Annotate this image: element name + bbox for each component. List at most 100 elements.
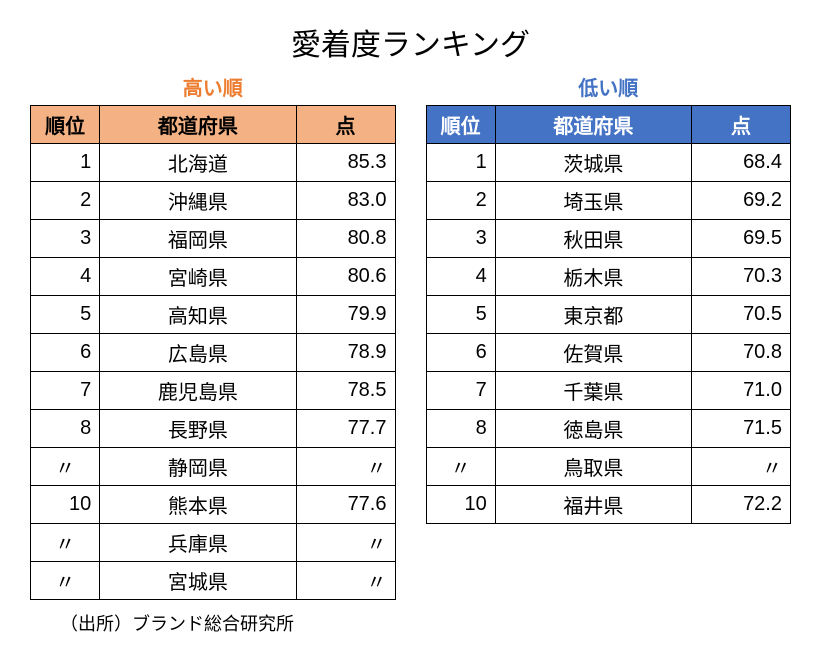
cell-rank: 〃	[31, 562, 100, 600]
table-row: 4栃木県70.3	[426, 258, 791, 296]
cell-pref: 広島県	[100, 334, 296, 372]
cell-pref: 福井県	[495, 486, 691, 524]
cell-score: 70.8	[692, 334, 791, 372]
cell-score: 72.2	[692, 486, 791, 524]
cell-rank: 3	[426, 220, 495, 258]
cell-rank: 5	[31, 296, 100, 334]
cell-pref: 鹿児島県	[100, 372, 296, 410]
col-header-score: 点	[296, 106, 395, 144]
cell-rank: 6	[426, 334, 495, 372]
tables-container: 高い順 順位 都道府県 点 1北海道85.32沖縄県83.03福岡県80.84宮…	[30, 72, 791, 600]
cell-rank: 4	[426, 258, 495, 296]
low-ranking-block: 低い順 順位 都道府県 点 1茨城県68.42埼玉県69.23秋田県69.54栃…	[426, 72, 792, 524]
cell-pref: 熊本県	[100, 486, 296, 524]
cell-rank: 10	[31, 486, 100, 524]
high-ranking-block: 高い順 順位 都道府県 点 1北海道85.32沖縄県83.03福岡県80.84宮…	[30, 72, 396, 600]
cell-score: 〃	[296, 524, 395, 562]
cell-score: 80.8	[296, 220, 395, 258]
cell-pref: 沖縄県	[100, 182, 296, 220]
cell-rank: 〃	[31, 524, 100, 562]
cell-pref: 栃木県	[495, 258, 691, 296]
cell-score: 78.5	[296, 372, 395, 410]
cell-rank: 8	[31, 410, 100, 448]
cell-rank: 2	[31, 182, 100, 220]
cell-score: 70.3	[692, 258, 791, 296]
cell-score: 〃	[296, 448, 395, 486]
cell-score: 70.5	[692, 296, 791, 334]
cell-score: 77.7	[296, 410, 395, 448]
cell-pref: 長野県	[100, 410, 296, 448]
cell-pref: 千葉県	[495, 372, 691, 410]
cell-pref: 静岡県	[100, 448, 296, 486]
table-row: 10熊本県77.6	[31, 486, 396, 524]
cell-rank: 7	[426, 372, 495, 410]
cell-pref: 秋田県	[495, 220, 691, 258]
cell-score: 79.9	[296, 296, 395, 334]
low-subtitle: 低い順	[578, 72, 638, 101]
cell-rank: 1	[31, 144, 100, 182]
cell-pref: 埼玉県	[495, 182, 691, 220]
cell-rank: 3	[31, 220, 100, 258]
table-row: 6広島県78.9	[31, 334, 396, 372]
cell-score: 69.2	[692, 182, 791, 220]
cell-rank: 10	[426, 486, 495, 524]
high-subtitle: 高い順	[183, 72, 243, 101]
page-title: 愛着度ランキング	[30, 20, 791, 64]
table-row: 2沖縄県83.0	[31, 182, 396, 220]
cell-pref: 高知県	[100, 296, 296, 334]
table-row: 7千葉県71.0	[426, 372, 791, 410]
col-header-rank: 順位	[31, 106, 100, 144]
table-row: 4宮崎県80.6	[31, 258, 396, 296]
cell-rank: 4	[31, 258, 100, 296]
table-row: 3秋田県69.5	[426, 220, 791, 258]
table-row: 〃鳥取県〃	[426, 448, 791, 486]
cell-rank: 7	[31, 372, 100, 410]
table-row: 8徳島県71.5	[426, 410, 791, 448]
table-row: 5東京都70.5	[426, 296, 791, 334]
cell-rank: 8	[426, 410, 495, 448]
cell-pref: 茨城県	[495, 144, 691, 182]
table-row: 3福岡県80.8	[31, 220, 396, 258]
col-header-rank: 順位	[426, 106, 495, 144]
cell-rank: 〃	[31, 448, 100, 486]
cell-pref: 宮崎県	[100, 258, 296, 296]
table-header-row: 順位 都道府県 点	[426, 106, 791, 144]
cell-pref: 佐賀県	[495, 334, 691, 372]
cell-pref: 徳島県	[495, 410, 691, 448]
table-row: 〃静岡県〃	[31, 448, 396, 486]
low-ranking-table: 順位 都道府県 点 1茨城県68.42埼玉県69.23秋田県69.54栃木県70…	[426, 105, 792, 524]
cell-score: 78.9	[296, 334, 395, 372]
cell-rank: 1	[426, 144, 495, 182]
table-row: 8長野県77.7	[31, 410, 396, 448]
table-row: 10福井県72.2	[426, 486, 791, 524]
col-header-pref: 都道府県	[100, 106, 296, 144]
cell-score: 77.6	[296, 486, 395, 524]
cell-pref: 宮城県	[100, 562, 296, 600]
cell-pref: 鳥取県	[495, 448, 691, 486]
table-row: 6佐賀県70.8	[426, 334, 791, 372]
high-ranking-table: 順位 都道府県 点 1北海道85.32沖縄県83.03福岡県80.84宮崎県80…	[30, 105, 396, 600]
cell-score: 83.0	[296, 182, 395, 220]
cell-score: 68.4	[692, 144, 791, 182]
table-row: 〃兵庫県〃	[31, 524, 396, 562]
table-row: 〃宮城県〃	[31, 562, 396, 600]
table-row: 7鹿児島県78.5	[31, 372, 396, 410]
col-header-score: 点	[692, 106, 791, 144]
cell-score: 71.0	[692, 372, 791, 410]
col-header-pref: 都道府県	[495, 106, 691, 144]
cell-rank: 〃	[426, 448, 495, 486]
cell-score: 71.5	[692, 410, 791, 448]
cell-pref: 北海道	[100, 144, 296, 182]
table-row: 1北海道85.3	[31, 144, 396, 182]
table-row: 2埼玉県69.2	[426, 182, 791, 220]
cell-score: 80.6	[296, 258, 395, 296]
cell-score: 69.5	[692, 220, 791, 258]
cell-score: 〃	[296, 562, 395, 600]
cell-score: 〃	[692, 448, 791, 486]
cell-pref: 東京都	[495, 296, 691, 334]
cell-score: 85.3	[296, 144, 395, 182]
table-row: 5高知県79.9	[31, 296, 396, 334]
source-text: （出所）ブランド総合研究所	[60, 610, 791, 636]
table-header-row: 順位 都道府県 点	[31, 106, 396, 144]
cell-rank: 6	[31, 334, 100, 372]
